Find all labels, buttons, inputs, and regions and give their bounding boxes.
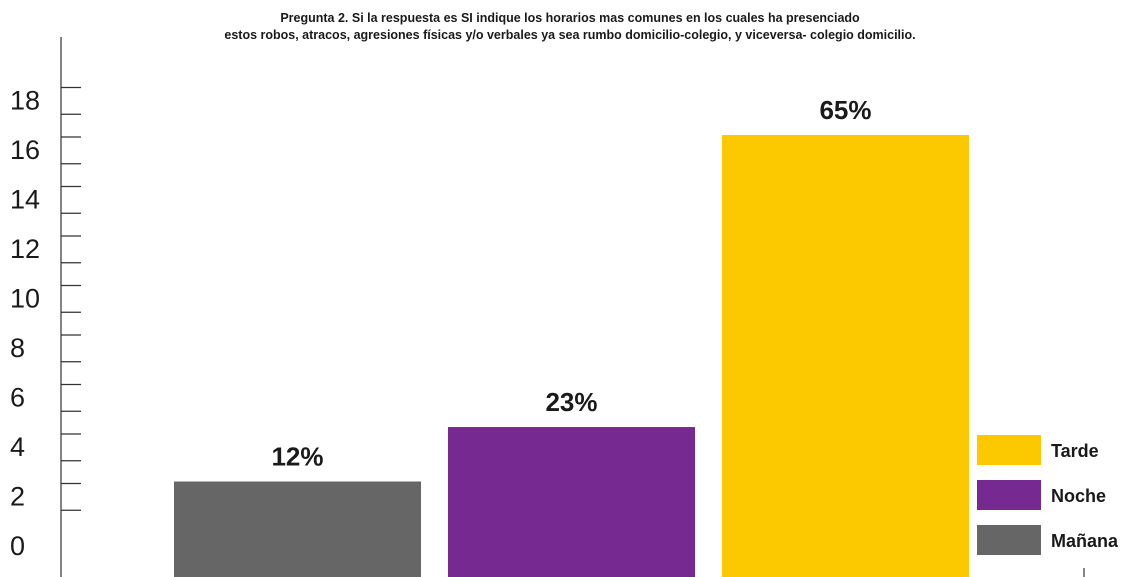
y-tick-label: 18 — [10, 86, 40, 116]
legend-label-2: Noche — [1051, 486, 1106, 506]
y-tick-label: 12 — [10, 234, 40, 264]
y-tick-label: 10 — [10, 284, 40, 314]
data-label-noche: 23% — [545, 387, 597, 417]
legend-swatch-3 — [977, 525, 1041, 555]
bar-noche — [448, 427, 695, 577]
chart-title: Pregunta 2. Si la respuesta es SI indiqu… — [60, 10, 1080, 44]
legend-swatch-1 — [977, 435, 1041, 465]
data-label-mañana: 12% — [271, 442, 323, 472]
data-labels: 12% 23% 65% — [271, 95, 871, 472]
bar-mañana — [174, 481, 421, 577]
y-tick-label: 8 — [10, 333, 25, 363]
legend: Tarde Noche Mañana — [977, 435, 1119, 555]
data-label-tarde: 65% — [819, 95, 871, 125]
bar-tarde — [722, 135, 969, 577]
chart-title-line-2: estos robos, atracos, agresiones físicas… — [224, 28, 916, 42]
bar-series — [174, 135, 969, 577]
y-tick-label: 14 — [10, 185, 40, 215]
y-tick-label: 2 — [10, 482, 25, 512]
y-axis: 0 2 4 6 8 10 12 14 16 18 — [10, 37, 1085, 577]
legend-label-1: Tarde — [1051, 441, 1099, 461]
y-tick-label: 4 — [10, 432, 25, 462]
legend-swatch-2 — [977, 480, 1041, 510]
y-tick-label: 0 — [10, 531, 25, 561]
y-tick-label: 6 — [10, 383, 25, 413]
chart-title-line-1: Pregunta 2. Si la respuesta es SI indiqu… — [280, 11, 860, 25]
y-tick-label: 16 — [10, 135, 40, 165]
legend-label-3: Mañana — [1051, 531, 1119, 551]
